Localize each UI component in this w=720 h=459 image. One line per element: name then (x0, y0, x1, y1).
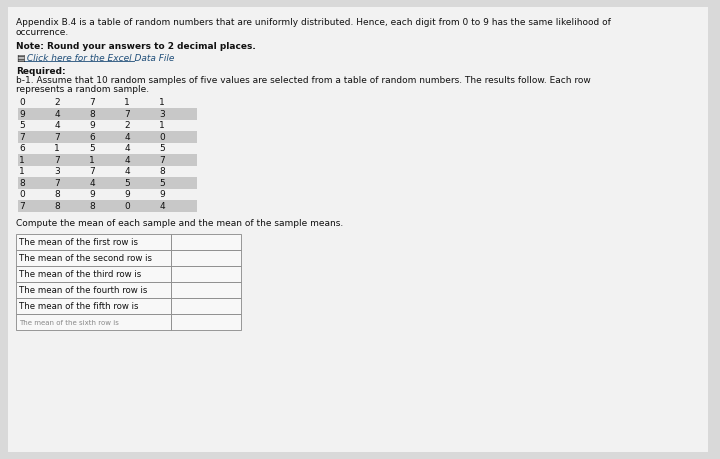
FancyBboxPatch shape (16, 266, 171, 282)
Text: 9: 9 (89, 190, 95, 199)
FancyBboxPatch shape (171, 266, 241, 282)
Text: The mean of the first row is: The mean of the first row is (19, 238, 138, 247)
Text: 5: 5 (159, 179, 165, 187)
Text: 1: 1 (124, 98, 130, 107)
Text: represents a random sample.: represents a random sample. (16, 85, 149, 94)
Text: b-1. Assume that 10 random samples of five values are selected from a table of r: b-1. Assume that 10 random samples of fi… (16, 76, 590, 85)
Text: 9: 9 (159, 190, 165, 199)
Text: 1: 1 (19, 156, 25, 164)
FancyBboxPatch shape (171, 282, 241, 298)
Text: occurrence.: occurrence. (16, 28, 69, 37)
Text: 5: 5 (159, 144, 165, 153)
FancyBboxPatch shape (16, 282, 171, 298)
FancyBboxPatch shape (8, 8, 708, 452)
Text: 4: 4 (54, 121, 60, 130)
Text: 2: 2 (124, 121, 130, 130)
FancyBboxPatch shape (18, 109, 197, 120)
FancyBboxPatch shape (18, 155, 197, 166)
Text: 4: 4 (124, 144, 130, 153)
Text: 5: 5 (89, 144, 95, 153)
Text: 8: 8 (89, 202, 95, 210)
Text: The mean of the sixth row is: The mean of the sixth row is (19, 319, 119, 325)
FancyBboxPatch shape (171, 314, 241, 330)
Text: 7: 7 (19, 133, 25, 141)
Text: 1: 1 (159, 121, 165, 130)
FancyBboxPatch shape (16, 298, 171, 314)
FancyBboxPatch shape (171, 235, 241, 251)
Text: 5: 5 (124, 179, 130, 187)
Text: 4: 4 (124, 133, 130, 141)
FancyBboxPatch shape (18, 132, 197, 143)
FancyBboxPatch shape (16, 251, 171, 266)
Text: Compute the mean of each sample and the mean of the sample means.: Compute the mean of each sample and the … (16, 218, 343, 228)
Text: 9: 9 (124, 190, 130, 199)
Text: The mean of the fourth row is: The mean of the fourth row is (19, 286, 148, 295)
FancyBboxPatch shape (171, 251, 241, 266)
Text: 8: 8 (54, 190, 60, 199)
Text: 7: 7 (54, 133, 60, 141)
Text: 8: 8 (159, 167, 165, 176)
Text: 7: 7 (159, 156, 165, 164)
FancyBboxPatch shape (18, 201, 197, 212)
Text: The mean of the third row is: The mean of the third row is (19, 270, 141, 279)
Text: 5: 5 (19, 121, 25, 130)
Text: 1: 1 (19, 167, 25, 176)
Text: 0: 0 (124, 202, 130, 210)
Text: The mean of the second row is: The mean of the second row is (19, 254, 152, 263)
Text: ▤: ▤ (16, 54, 24, 63)
Text: 3: 3 (54, 167, 60, 176)
Text: 6: 6 (19, 144, 25, 153)
FancyBboxPatch shape (18, 178, 197, 189)
FancyBboxPatch shape (16, 314, 171, 330)
Text: 8: 8 (89, 110, 95, 118)
Text: 0: 0 (19, 190, 25, 199)
Text: 3: 3 (159, 110, 165, 118)
Text: 2: 2 (54, 98, 60, 107)
Text: 1: 1 (54, 144, 60, 153)
Text: 4: 4 (124, 156, 130, 164)
Text: 7: 7 (89, 167, 95, 176)
Text: The mean of the fifth row is: The mean of the fifth row is (19, 302, 138, 311)
Text: 9: 9 (89, 121, 95, 130)
Text: 7: 7 (124, 110, 130, 118)
FancyBboxPatch shape (16, 235, 171, 251)
Text: 1: 1 (159, 98, 165, 107)
Text: 4: 4 (124, 167, 130, 176)
Text: 7: 7 (89, 98, 95, 107)
Text: 7: 7 (54, 156, 60, 164)
Text: 1: 1 (89, 156, 95, 164)
Text: Click here for the Excel Data File: Click here for the Excel Data File (24, 54, 174, 63)
Text: Note: Round your answers to 2 decimal places.: Note: Round your answers to 2 decimal pl… (16, 42, 256, 51)
Text: Required:: Required: (16, 67, 66, 76)
Text: 0: 0 (159, 133, 165, 141)
Text: 8: 8 (19, 179, 25, 187)
Text: 7: 7 (54, 179, 60, 187)
Text: 4: 4 (54, 110, 60, 118)
Text: 8: 8 (54, 202, 60, 210)
Text: 6: 6 (89, 133, 95, 141)
Text: 4: 4 (159, 202, 165, 210)
Text: 9: 9 (19, 110, 25, 118)
Text: 7: 7 (19, 202, 25, 210)
Text: 0: 0 (19, 98, 25, 107)
Text: Appendix B.4 is a table of random numbers that are uniformly distributed. Hence,: Appendix B.4 is a table of random number… (16, 18, 611, 27)
FancyBboxPatch shape (171, 298, 241, 314)
Text: 4: 4 (89, 179, 95, 187)
